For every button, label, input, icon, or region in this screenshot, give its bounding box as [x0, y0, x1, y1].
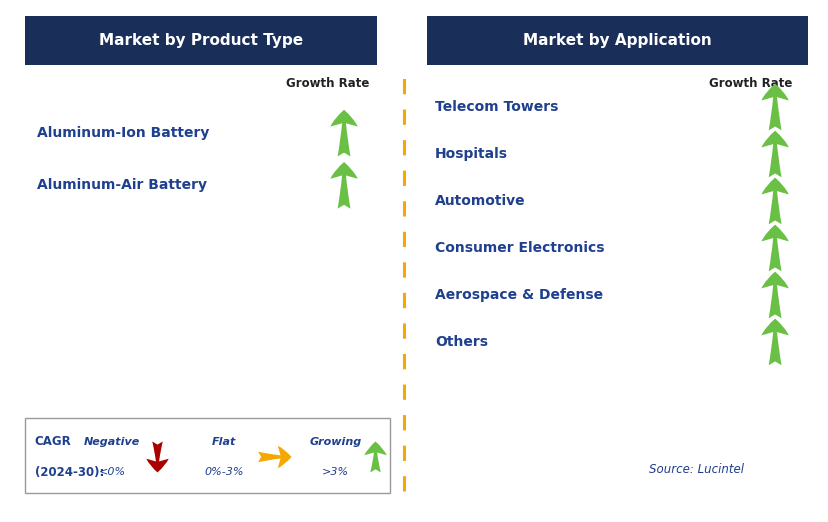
Text: Consumer Electronics: Consumer Electronics	[435, 241, 604, 255]
Text: 0%-3%: 0%-3%	[204, 467, 243, 477]
Text: Growth Rate: Growth Rate	[708, 77, 791, 90]
Text: (2024-30):: (2024-30):	[35, 466, 104, 479]
Text: Hospitals: Hospitals	[435, 147, 508, 161]
FancyBboxPatch shape	[25, 418, 389, 493]
Text: Growth Rate: Growth Rate	[286, 77, 368, 90]
Text: Aluminum-Ion Battery: Aluminum-Ion Battery	[37, 126, 209, 140]
Text: Source: Lucintel: Source: Lucintel	[648, 464, 743, 476]
Text: Market by Application: Market by Application	[522, 33, 711, 48]
FancyBboxPatch shape	[426, 16, 807, 65]
Text: Flat: Flat	[211, 437, 236, 447]
Text: Aluminum-Air Battery: Aluminum-Air Battery	[37, 179, 207, 192]
Text: <0%: <0%	[99, 467, 125, 477]
Text: CAGR: CAGR	[35, 435, 71, 448]
Text: Growing: Growing	[309, 437, 362, 447]
Text: Automotive: Automotive	[435, 194, 525, 208]
Text: Telecom Towers: Telecom Towers	[435, 100, 558, 114]
Text: Market by Product Type: Market by Product Type	[99, 33, 303, 48]
Text: Negative: Negative	[84, 437, 140, 447]
Text: Aerospace & Defense: Aerospace & Defense	[435, 288, 603, 302]
Text: Others: Others	[435, 335, 488, 349]
FancyBboxPatch shape	[25, 16, 377, 65]
Text: >3%: >3%	[322, 467, 349, 477]
